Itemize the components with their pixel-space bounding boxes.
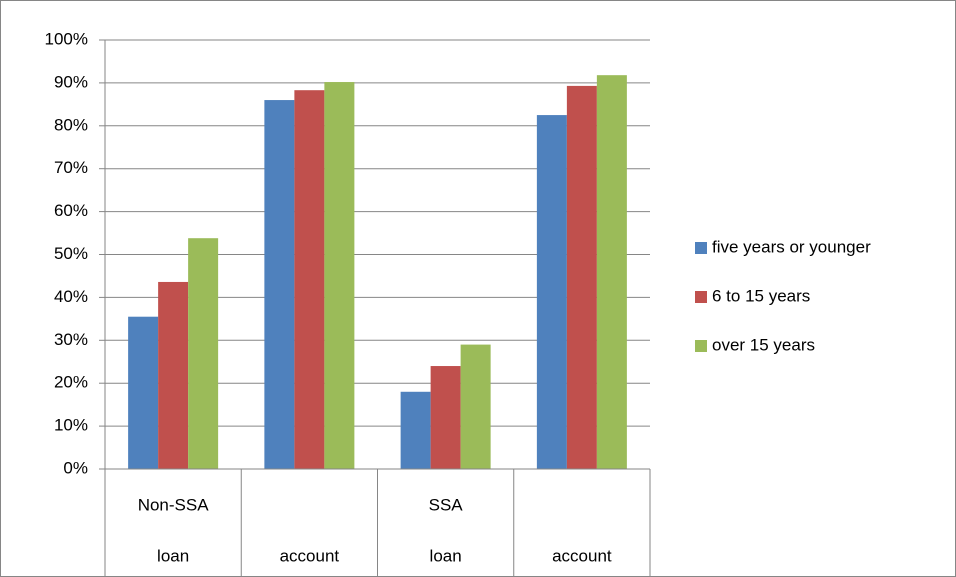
y-tick-label: 50%	[54, 244, 88, 263]
group-label: Non-SSA	[138, 495, 210, 514]
y-tick-label: 40%	[54, 287, 88, 306]
legend-label: 6 to 15 years	[712, 286, 810, 305]
y-tick-label: 90%	[54, 72, 88, 91]
bar	[294, 90, 325, 470]
y-tick-label: 70%	[54, 158, 88, 177]
legend-swatch	[695, 291, 707, 303]
x-tick-label: account	[552, 546, 612, 565]
x-tick-label: loan	[157, 546, 189, 565]
y-tick-label: 10%	[54, 416, 88, 435]
legend-swatch	[695, 340, 707, 352]
bar	[460, 344, 491, 469]
x-tick-label: account	[280, 546, 340, 565]
bar	[158, 281, 189, 469]
group-label: SSA	[429, 495, 464, 514]
y-tick-label: 20%	[54, 373, 88, 392]
y-tick-label: 80%	[54, 115, 88, 134]
bar	[536, 115, 567, 469]
bar	[400, 391, 431, 469]
bar	[596, 75, 627, 469]
x-tick-label: loan	[430, 546, 462, 565]
bar	[430, 366, 461, 469]
bar	[188, 238, 219, 469]
y-tick-label: 100%	[45, 29, 88, 48]
bar	[128, 316, 159, 469]
legend-swatch	[695, 242, 707, 254]
y-tick-label: 30%	[54, 330, 88, 349]
bar	[324, 82, 355, 470]
bar	[264, 100, 295, 469]
legend-label: over 15 years	[712, 335, 815, 354]
y-tick-label: 0%	[63, 458, 88, 477]
legend-label: five years or younger	[712, 237, 871, 256]
y-tick-label: 60%	[54, 201, 88, 220]
bar	[566, 85, 597, 469]
